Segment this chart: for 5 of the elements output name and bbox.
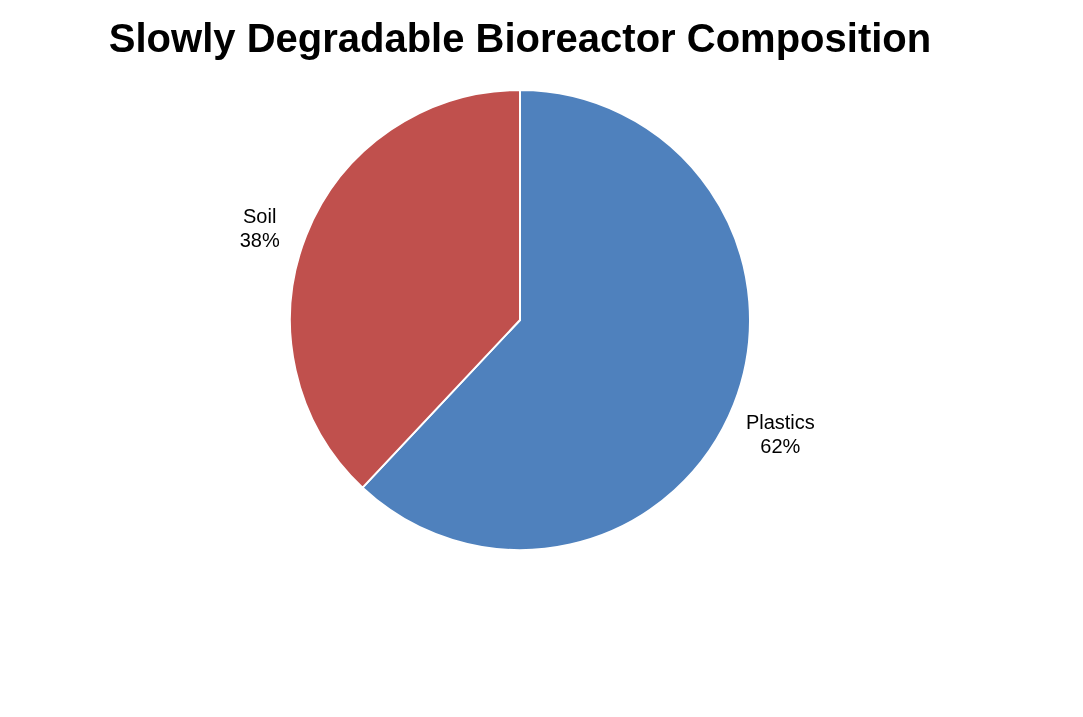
data-label: 62% bbox=[760, 435, 801, 458]
data-label: 38% bbox=[239, 228, 280, 251]
slice-label: Plastics bbox=[745, 411, 815, 434]
slice-label: Soil bbox=[242, 204, 277, 227]
chart-title: Slowly Degradable Bioreactor Composition bbox=[108, 16, 932, 60]
